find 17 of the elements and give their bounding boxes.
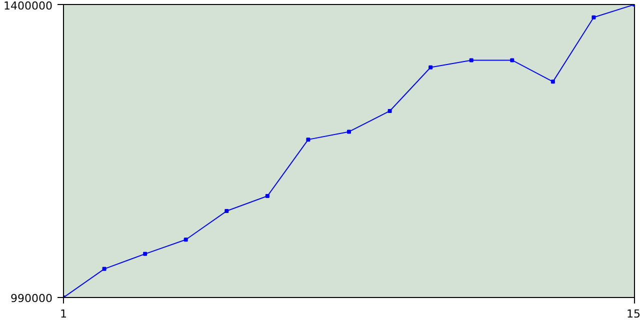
point [102, 266, 106, 271]
point [428, 65, 433, 70]
point [265, 194, 270, 198]
point [469, 58, 474, 62]
point [550, 80, 555, 84]
point [592, 15, 596, 20]
point [224, 209, 229, 214]
point [143, 252, 148, 256]
point [510, 58, 514, 62]
x-tick-label: 1 [60, 308, 67, 320]
x-tick-label: 15 [626, 308, 640, 320]
y-tick-label: 1400000 [4, 0, 53, 12]
y-tick-label: 990000 [10, 292, 53, 305]
point [184, 238, 188, 242]
point [388, 108, 392, 113]
point [306, 138, 310, 142]
point [347, 130, 351, 134]
